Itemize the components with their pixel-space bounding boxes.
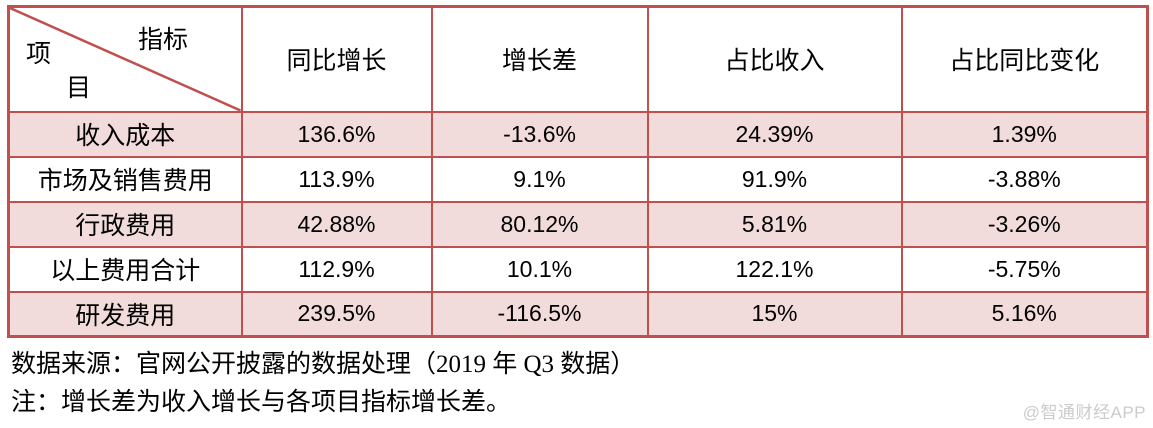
value-cell: 9.1%: [430, 155, 649, 203]
value-cell: 80.12%: [430, 200, 649, 248]
value-cell: 112.9%: [240, 245, 433, 293]
row-label: 以上费用合计: [7, 245, 243, 293]
data-source-note: 数据来源：官网公开披露的数据处理（2019 年 Q3 数据）: [11, 351, 636, 378]
value-cell: 113.9%: [240, 155, 433, 203]
value-cell: 5.81%: [646, 200, 903, 248]
row-label: 研发费用: [7, 290, 243, 338]
table-row: 收入成本 136.6% -13.6% 24.39% 1.39%: [7, 110, 1149, 158]
corner-item-label-bottom: 目: [66, 75, 92, 102]
table-row: 行政费用 42.88% 80.12% 5.81% -3.26%: [7, 200, 1149, 248]
header-row: 指标 项 目 同比增长 增长差 占比收入 占比同比变化: [7, 5, 1149, 113]
value-cell: 5.16%: [900, 290, 1149, 338]
value-cell: 91.9%: [646, 155, 903, 203]
corner-item-label-top: 项: [26, 41, 52, 68]
column-header-revenue-share: 占比收入: [646, 5, 903, 113]
corner-indicator-label: 指标: [138, 27, 189, 54]
corner-header-cell: 指标 项 目: [7, 5, 243, 113]
row-label: 行政费用: [7, 200, 243, 248]
table-row: 以上费用合计 112.9% 10.1% 122.1% -5.75%: [7, 245, 1149, 293]
financial-metrics-table: 指标 项 目 同比增长 增长差 占比收入 占比同比变化 收入成本 136.6% …: [7, 5, 1149, 338]
value-cell: 239.5%: [240, 290, 433, 338]
column-header-share-yoy-change: 占比同比变化: [900, 5, 1149, 113]
value-cell: -3.26%: [900, 200, 1149, 248]
table-row: 市场及销售费用 113.9% 9.1% 91.9% -3.88%: [7, 155, 1149, 203]
value-cell: 1.39%: [900, 110, 1149, 158]
column-header-growth-gap: 增长差: [430, 5, 649, 113]
value-cell: 42.88%: [240, 200, 433, 248]
value-cell: -3.88%: [900, 155, 1149, 203]
footnote: 注：增长差为收入增长与各项目指标增长差。: [11, 389, 512, 416]
value-cell: 15%: [646, 290, 903, 338]
value-cell: 10.1%: [430, 245, 649, 293]
watermark: @智通财经APP: [1022, 403, 1146, 422]
value-cell: -5.75%: [900, 245, 1149, 293]
value-cell: 24.39%: [646, 110, 903, 158]
value-cell: -116.5%: [430, 290, 649, 338]
diagonal-divider-line: [10, 8, 241, 111]
row-label: 市场及销售费用: [7, 155, 243, 203]
value-cell: 122.1%: [646, 245, 903, 293]
column-header-yoy-growth: 同比增长: [240, 5, 433, 113]
row-label: 收入成本: [7, 110, 243, 158]
value-cell: -13.6%: [430, 110, 649, 158]
value-cell: 136.6%: [240, 110, 433, 158]
table-row: 研发费用 239.5% -116.5% 15% 5.16%: [7, 290, 1149, 338]
